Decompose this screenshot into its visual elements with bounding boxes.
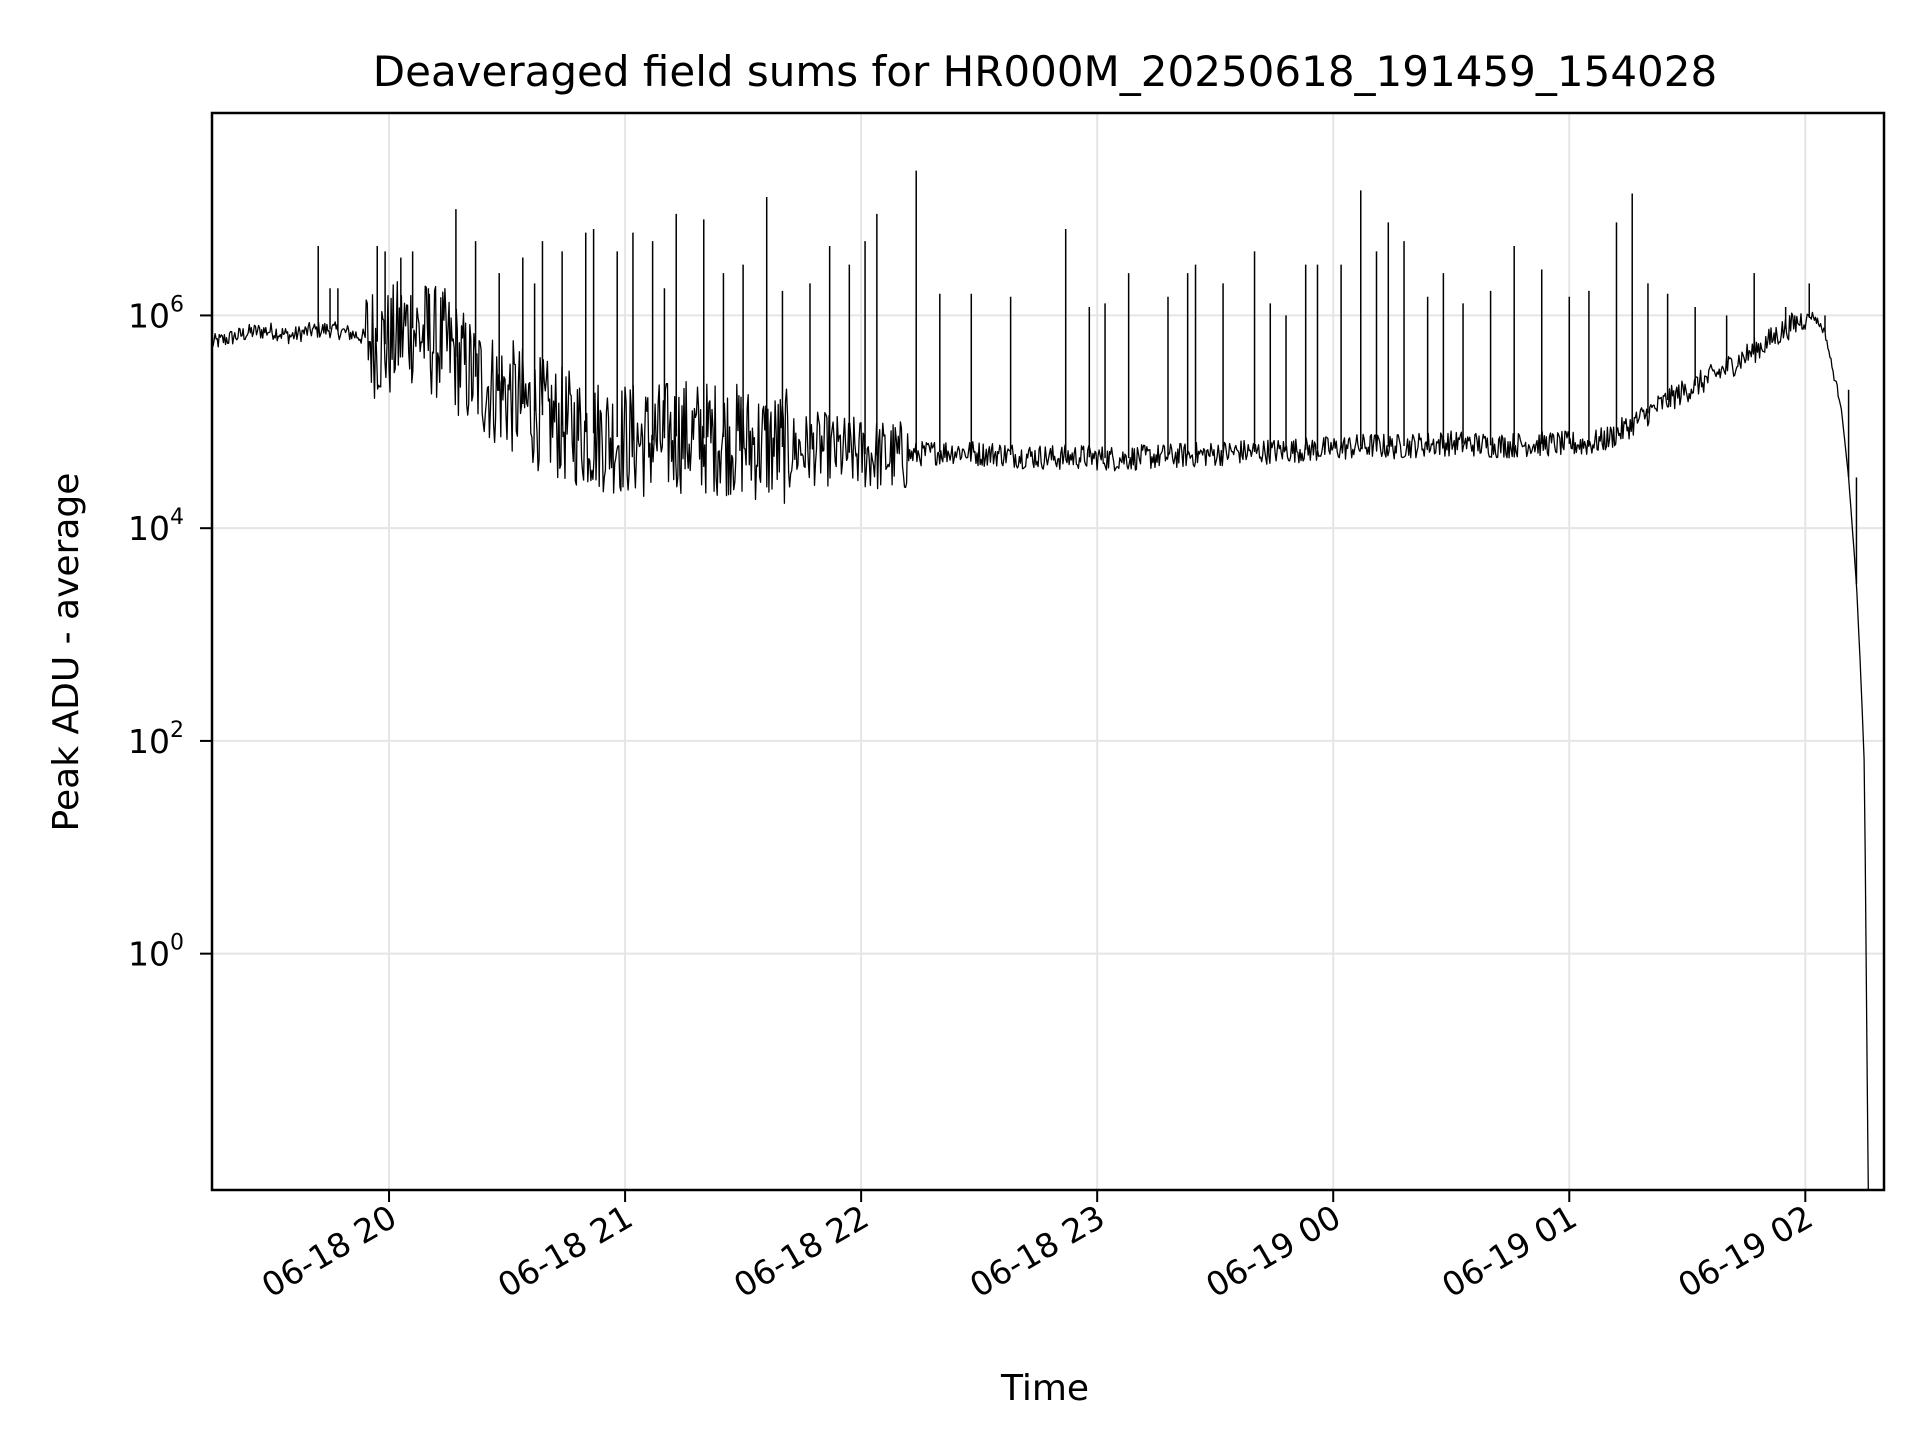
y-tick-exponent: 4 — [170, 505, 184, 530]
chart-title: Deaveraged field sums for HR000M_2025061… — [373, 47, 1717, 96]
y-tick-exponent: 2 — [170, 718, 184, 743]
y-tick-label: 104 — [128, 505, 184, 548]
y-tick-base: 10 — [128, 935, 170, 974]
y-tick-exponent: 0 — [170, 931, 184, 956]
data-layer — [212, 170, 1869, 1190]
y-axis-label: Peak ADU - average — [46, 473, 87, 832]
plot-frame — [210, 111, 1886, 1192]
y-tick-label: 100 — [128, 931, 184, 974]
y-tick-base: 10 — [128, 722, 170, 761]
x-axis-label: Time — [1000, 1368, 1089, 1409]
series-line — [212, 281, 1869, 1190]
y-tick-base: 10 — [128, 509, 170, 548]
grid — [212, 113, 1884, 1190]
y-tick-exponent: 6 — [170, 292, 184, 317]
y-tick-label: 106 — [128, 292, 184, 335]
y-tick-base: 10 — [128, 296, 170, 335]
y-tick-label: 102 — [128, 718, 184, 761]
